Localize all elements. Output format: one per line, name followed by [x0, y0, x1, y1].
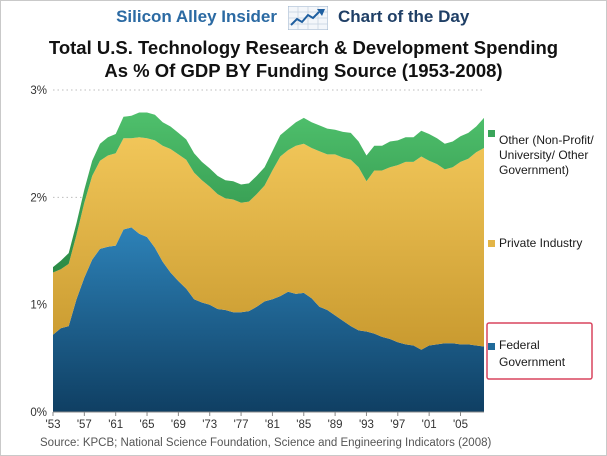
section-name: Chart of the Day: [338, 7, 470, 26]
x-tick-label: '61: [108, 419, 123, 431]
y-axis: 0% 1% 2% 3%: [30, 85, 47, 419]
x-tick-label: '65: [140, 419, 155, 431]
legend: Other (Non-Profit/University/ OtherGover…: [486, 130, 594, 380]
legend-label: Other (Non-Profit/: [499, 133, 594, 147]
plot-area: [53, 112, 484, 412]
x-tick-label: '89: [328, 419, 343, 431]
x-tick-label: '93: [359, 419, 374, 431]
source-note: Source: KPCB; National Science Foundatio…: [40, 437, 492, 449]
title-line-2: As % Of GDP BY Funding Source (1953-2008…: [104, 60, 503, 81]
legend-label: University/ Other: [499, 148, 588, 162]
brand-name: Silicon Alley Insider: [116, 7, 277, 26]
title-line-1: Total U.S. Technology Research & Develop…: [48, 37, 559, 58]
x-tick-label: '05: [453, 419, 468, 431]
legend-label: Federal: [499, 338, 540, 352]
legend-highlight-box: [486, 322, 593, 380]
legend-label: Government: [499, 355, 566, 369]
chart-title: Total U.S. Technology Research & Develop…: [0, 36, 607, 82]
rising-line-chart-icon: [288, 6, 328, 30]
area-series-2: [53, 112, 484, 273]
y-tick-label: 3%: [30, 85, 47, 97]
x-axis: '53 '57 '61 '65 '69 '73 '77 '81 '85 '89 '93 '97 '01 '…: [46, 411, 484, 431]
legend-swatch: [488, 240, 495, 247]
y-tick-label: 0%: [30, 407, 47, 419]
x-tick-label: '01: [422, 419, 437, 431]
legend-label: Private Industry: [499, 236, 582, 250]
x-tick-label: '77: [234, 419, 249, 431]
area-series-0: [53, 227, 484, 412]
x-tick-label: '53: [46, 419, 61, 431]
y-tick-label: 1%: [30, 300, 47, 312]
x-tick-label: '73: [202, 419, 217, 431]
legend-label: Government): [499, 163, 569, 177]
brand-header: Silicon Alley Insider Chart of the Day: [0, 4, 607, 34]
x-tick-label: '69: [171, 419, 186, 431]
area-series-1: [53, 137, 484, 350]
legend-swatch: [488, 130, 495, 137]
x-tick-label: '81: [265, 419, 280, 431]
x-tick-label: '57: [77, 419, 92, 431]
legend-swatch: [488, 343, 495, 350]
x-tick-label: '97: [390, 419, 405, 431]
y-tick-label: 2%: [30, 192, 47, 204]
x-tick-label: '85: [296, 419, 311, 431]
